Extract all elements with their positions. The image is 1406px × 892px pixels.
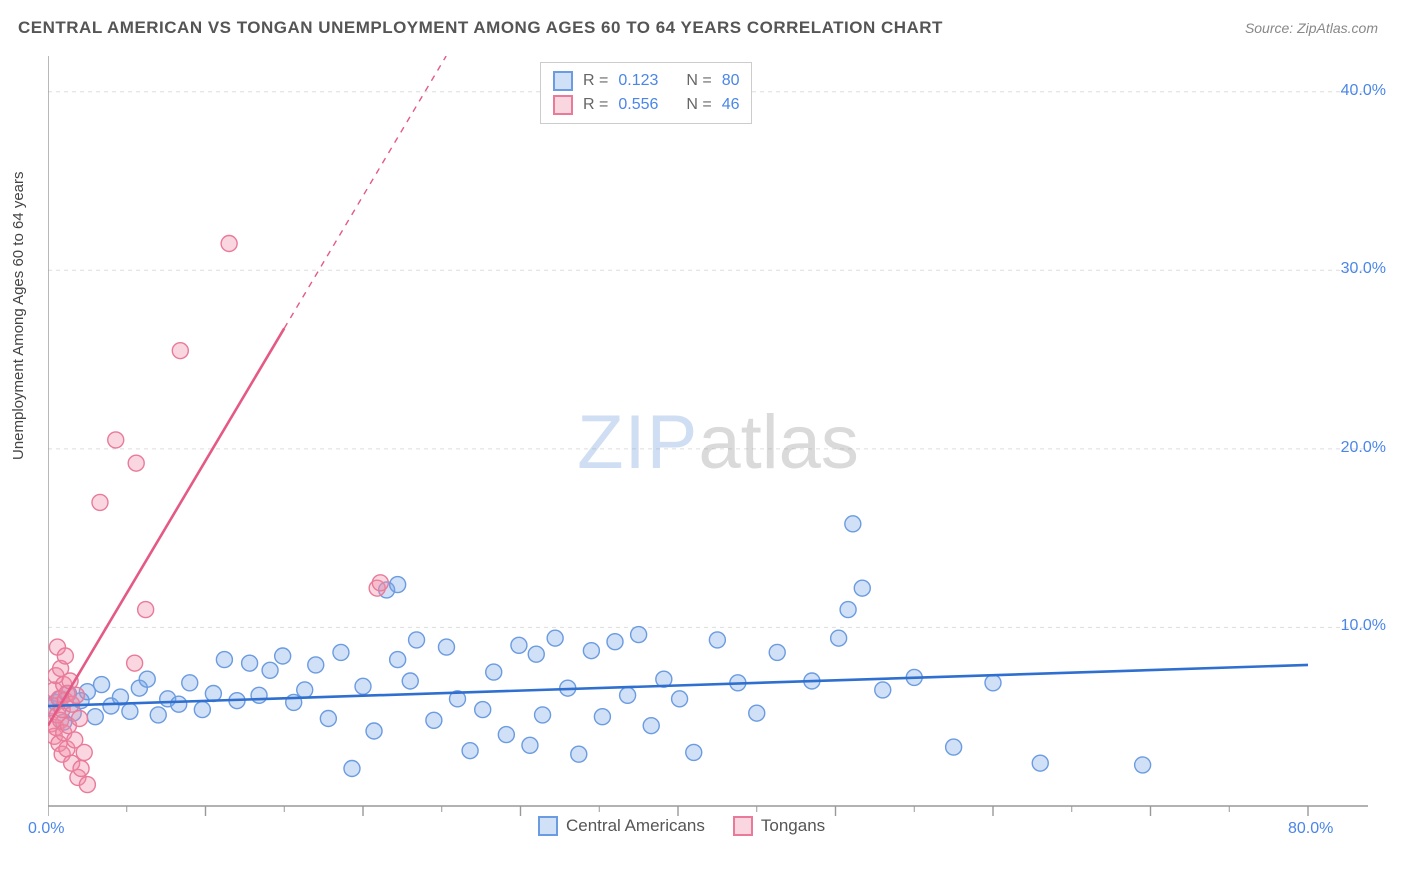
stat-n-label: N = bbox=[686, 69, 711, 93]
stat-r-value: 0.123 bbox=[618, 69, 676, 93]
legend-label: Central Americans bbox=[566, 816, 705, 836]
plot-area: ZIPatlas 10.0%20.0%30.0%40.0% 0.0%80.0% … bbox=[48, 56, 1388, 846]
source-attribution: Source: ZipAtlas.com bbox=[1245, 20, 1378, 36]
legend-swatch bbox=[733, 816, 753, 836]
stat-r-label: R = bbox=[583, 69, 608, 93]
stat-n-value: 80 bbox=[722, 69, 740, 93]
chart-svg bbox=[48, 56, 1388, 846]
stat-r-value: 0.556 bbox=[618, 93, 676, 117]
stat-n-value: 46 bbox=[722, 93, 740, 117]
stat-n-label: N = bbox=[686, 93, 711, 117]
legend-swatch bbox=[538, 816, 558, 836]
stats-row: R = 0.556 N = 46 bbox=[553, 93, 739, 117]
y-tick-label: 30.0% bbox=[1326, 260, 1386, 278]
stat-r-label: R = bbox=[583, 93, 608, 117]
y-axis-label: Unemployment Among Ages 60 to 64 years bbox=[10, 171, 27, 460]
series-swatch bbox=[553, 95, 573, 115]
y-tick-label: 40.0% bbox=[1326, 82, 1386, 100]
series-legend: Central Americans Tongans bbox=[538, 816, 825, 836]
x-tick-label: 0.0% bbox=[28, 820, 64, 838]
x-tick-label: 80.0% bbox=[1288, 820, 1333, 838]
legend-label: Tongans bbox=[761, 816, 825, 836]
correlation-stats-box: R = 0.123 N = 80 R = 0.556 N = 46 bbox=[540, 62, 752, 124]
stats-row: R = 0.123 N = 80 bbox=[553, 69, 739, 93]
y-tick-label: 10.0% bbox=[1326, 617, 1386, 635]
chart-root: CENTRAL AMERICAN VS TONGAN UNEMPLOYMENT … bbox=[0, 0, 1406, 892]
legend-item: Central Americans bbox=[538, 816, 705, 836]
y-tick-label: 20.0% bbox=[1326, 439, 1386, 457]
chart-title: CENTRAL AMERICAN VS TONGAN UNEMPLOYMENT … bbox=[18, 18, 943, 38]
legend-item: Tongans bbox=[733, 816, 825, 836]
series-swatch bbox=[553, 71, 573, 91]
